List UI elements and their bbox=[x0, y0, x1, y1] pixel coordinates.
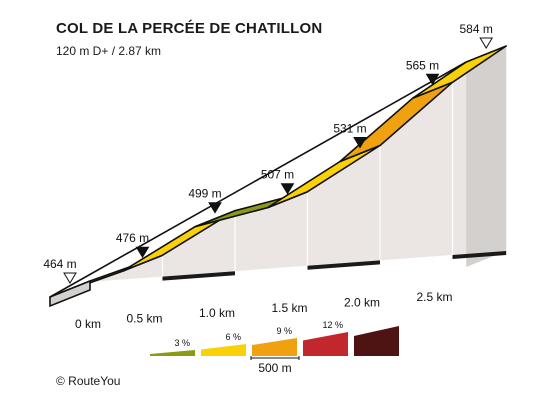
x-tick-label: 2.5 km bbox=[416, 290, 452, 304]
chart-title: COL DE LA PERCÉE DE CHATILLON bbox=[56, 20, 323, 37]
legend-swatch bbox=[354, 326, 399, 356]
elevation-marker-icon bbox=[280, 183, 295, 195]
elevation-label: 507 m bbox=[261, 168, 294, 182]
x-tick-label: 0 km bbox=[75, 317, 101, 331]
legend-label: 9 % bbox=[276, 326, 292, 336]
legend-swatch bbox=[303, 332, 348, 356]
elevation-label: 531 m bbox=[333, 122, 366, 136]
legend-swatch bbox=[201, 344, 246, 356]
elevation-marker-icon bbox=[63, 272, 77, 284]
profile-front-edge bbox=[49, 61, 467, 298]
elevation-label: 565 m bbox=[406, 58, 439, 72]
profile-baseline-stripe bbox=[307, 260, 380, 270]
scale-bar-label: 500 m bbox=[258, 361, 291, 375]
elevation-marker-icon bbox=[135, 246, 150, 259]
elevation-label: 584 m bbox=[459, 22, 492, 36]
profile-back-wall bbox=[90, 46, 507, 282]
x-tick-label: 1.0 km bbox=[199, 306, 235, 320]
x-tick-label: 1.5 km bbox=[271, 301, 307, 315]
profile-baseline-stripe bbox=[162, 271, 235, 281]
elevation-label: 499 m bbox=[188, 187, 221, 201]
elevation-marker-icon bbox=[208, 202, 222, 214]
profile-end-cap bbox=[466, 46, 507, 267]
elevation-label: 464 m bbox=[43, 257, 76, 271]
elevation-marker-icon bbox=[479, 37, 494, 49]
profile-baseline-stripe bbox=[452, 251, 507, 259]
x-tick-label: 2.0 km bbox=[344, 295, 380, 309]
profile-baseline-stripe bbox=[235, 265, 308, 276]
chart-subtitle: 120 m D+ / 2.87 km bbox=[56, 44, 162, 58]
x-tick-label: 0.5 km bbox=[126, 312, 162, 326]
elevation-marker-icon bbox=[425, 73, 440, 86]
legend-swatch bbox=[150, 350, 195, 356]
legend-label: 6 % bbox=[225, 332, 241, 342]
elevation-marker-icon bbox=[353, 137, 367, 149]
elevation-label: 476 m bbox=[116, 231, 149, 245]
profile-start-face bbox=[49, 279, 91, 308]
grade-segment bbox=[411, 45, 508, 100]
legend-label: 12 % bbox=[322, 320, 343, 330]
legend-swatch bbox=[252, 338, 297, 356]
legend-label: 3 % bbox=[174, 338, 190, 348]
profile-baseline-stripe bbox=[90, 276, 163, 286]
profile-baseline-stripe bbox=[380, 255, 453, 265]
copyright-credit: © RouteYou bbox=[56, 374, 121, 388]
